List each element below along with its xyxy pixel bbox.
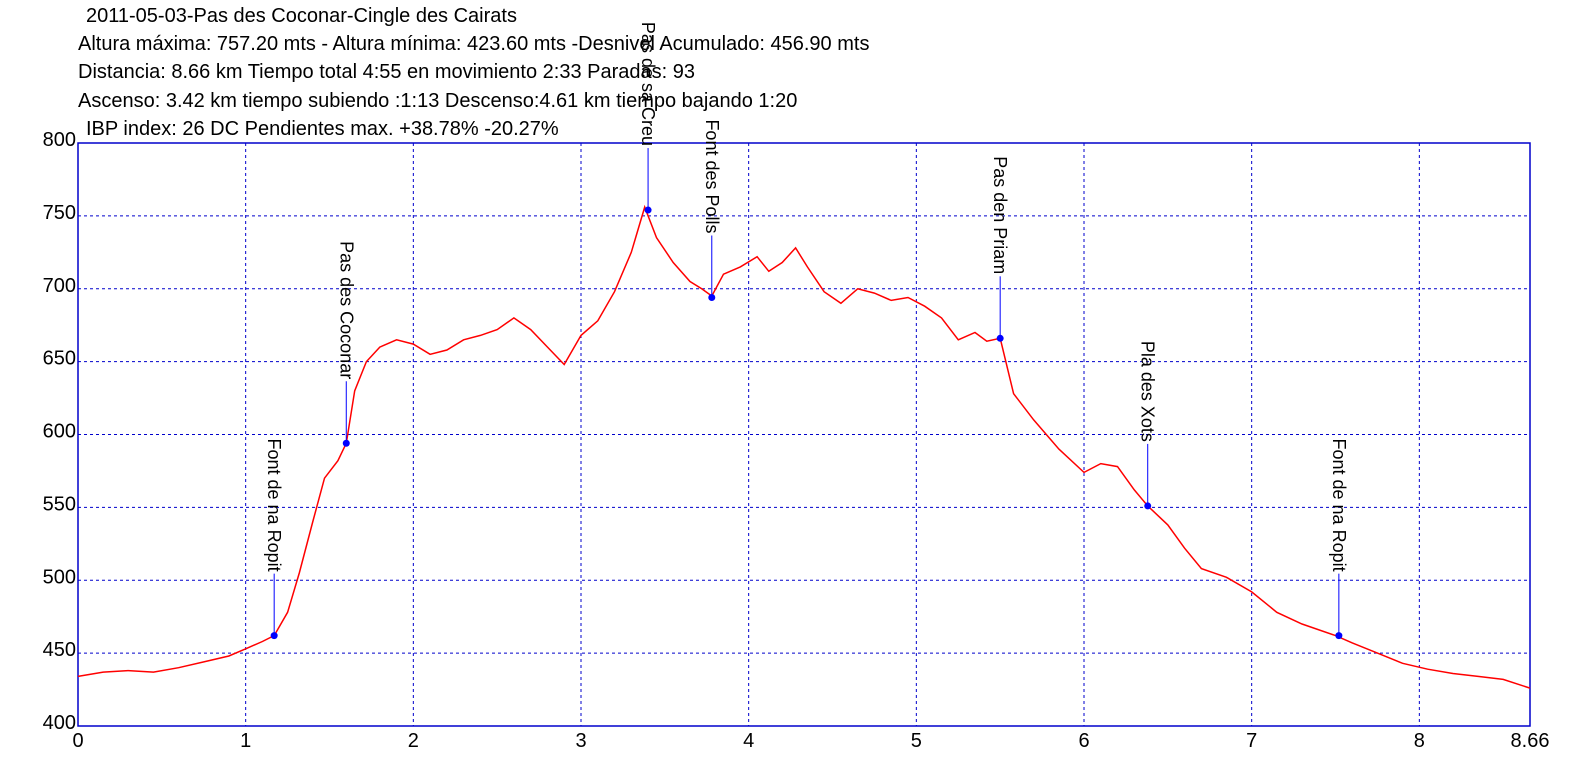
- waypoint: Pas den Priam: [990, 156, 1010, 342]
- waypoint-dot: [1335, 632, 1343, 640]
- grid-lines: [78, 143, 1530, 726]
- waypoint: Pla des Xots: [1138, 341, 1158, 510]
- y-tick-label: 750: [43, 202, 76, 224]
- x-tick-label: 2: [408, 730, 419, 752]
- x-tick-label: 8: [1414, 730, 1425, 752]
- x-tick-label: 7: [1246, 730, 1257, 752]
- waypoint-label: Pas des Coconar: [336, 241, 356, 379]
- waypoint-dot: [644, 206, 652, 214]
- chart-title: 2011-05-03-Pas des Coconar-Cingle des Ca…: [86, 5, 517, 27]
- x-tick-label: 3: [575, 730, 586, 752]
- y-tick-label: 550: [43, 493, 76, 515]
- plot-frame: [77, 142, 1531, 727]
- y-tick-label: 800: [43, 129, 76, 151]
- y-tick-label: 700: [43, 275, 76, 297]
- waypoint-dot: [708, 293, 716, 301]
- waypoint: Pas des Coconar: [336, 241, 356, 447]
- ibp-index-summary: IBP index: 26 DC Pendientes max. +38.78%…: [86, 118, 559, 140]
- ascent-descent-summary: Ascenso: 3.42 km tiempo subiendo :1:13 D…: [78, 90, 798, 112]
- waypoint: Font des Polls: [702, 119, 722, 301]
- waypoint: Pas de sa Creu: [638, 22, 658, 214]
- altitude-summary: Altura máxima: 757.20 mts - Altura mínim…: [78, 33, 870, 55]
- waypoint-label: Font des Polls: [702, 119, 722, 233]
- x-tick-label: 5: [911, 730, 922, 752]
- y-axis-ticks: 800 750 700 650 600 550 500 450 400: [43, 129, 76, 734]
- waypoint-dot: [996, 334, 1004, 342]
- waypoint-label: Font de na Ropit: [264, 439, 284, 572]
- y-tick-label: 450: [43, 639, 76, 661]
- waypoint-label: Pla des Xots: [1138, 341, 1158, 442]
- waypoint-dot: [1144, 502, 1152, 510]
- waypoint-label: Pas de sa Creu: [638, 22, 658, 146]
- x-tick-label: 4: [743, 730, 754, 752]
- waypoint-dot: [342, 439, 350, 447]
- y-tick-label: 500: [43, 566, 76, 588]
- waypoint-label: Font de na Ropit: [1329, 439, 1349, 572]
- waypoint: Font de na Ropit: [1329, 439, 1349, 640]
- chart-header: 2011-05-03-Pas des Coconar-Cingle des Ca…: [0, 0, 1596, 140]
- waypoint-dot: [270, 632, 278, 640]
- x-axis-ticks: 0 1 2 3 4 5 6 7 8 8.66: [72, 730, 1549, 752]
- waypoint: Font de na Ropit: [264, 439, 284, 640]
- elevation-profile-line: [77, 204, 1531, 689]
- y-tick-label: 650: [43, 348, 76, 370]
- x-tick-label: 8.66: [1511, 730, 1550, 752]
- y-tick-label: 400: [43, 712, 76, 734]
- distance-summary: Distancia: 8.66 km Tiempo total 4:55 en …: [78, 61, 696, 83]
- waypoint-label: Pas den Priam: [990, 156, 1010, 274]
- x-tick-label: 6: [1078, 730, 1089, 752]
- x-tick-label: 1: [240, 730, 251, 752]
- waypoint-markers: Font de na Ropit Pas des Coconar Pas de sa…: [264, 22, 1349, 640]
- x-tick-label: 0: [72, 730, 83, 752]
- y-tick-label: 600: [43, 421, 76, 443]
